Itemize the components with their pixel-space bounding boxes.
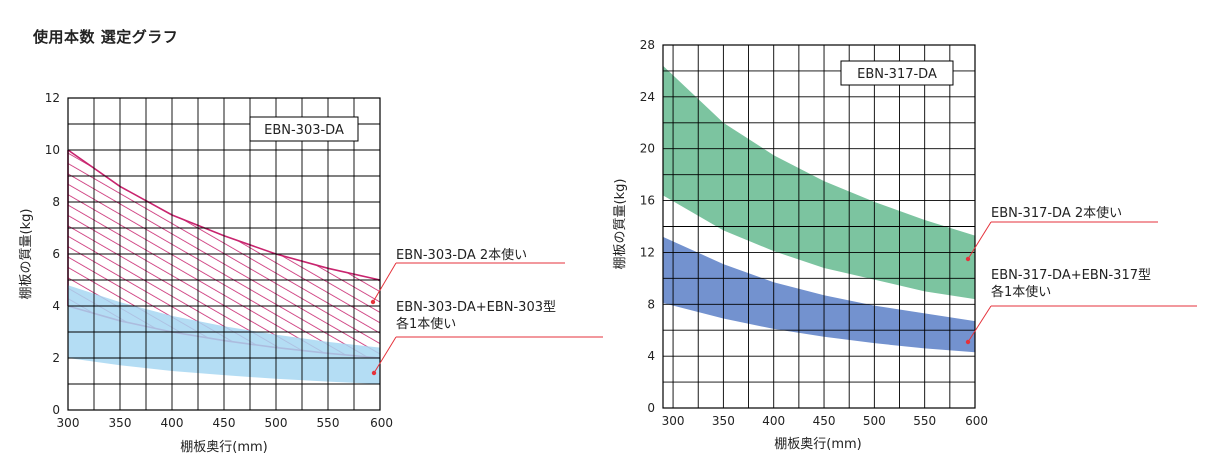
x-tick-label-400: 400	[161, 416, 184, 430]
x-tick-label-550: 550	[317, 416, 340, 430]
x-tick-label-500: 500	[265, 416, 288, 430]
x-tick-label-300: 300	[57, 416, 80, 430]
x-axis-title: 棚板奥行(mm)	[180, 440, 267, 455]
series-band-ebn-317-da-2	[663, 65, 975, 300]
y-tick-label-4: 4	[52, 299, 60, 313]
model-label: EBN-317-DA	[857, 67, 937, 82]
x-tick-label-400: 400	[762, 414, 785, 428]
plot-frame	[67, 97, 381, 411]
y-tick-label-10: 10	[45, 143, 60, 157]
callout-text: EBN-317-DA 2本使い	[991, 205, 1122, 221]
model-label: EBN-303-DA	[264, 123, 344, 138]
x-tick-label-600: 600	[370, 416, 393, 430]
callout-text: 各1本使い	[396, 316, 456, 332]
x-tick-label-350: 350	[109, 416, 132, 430]
callout-dot	[965, 256, 971, 262]
callout-text: EBN-303-DA 2本使い	[396, 247, 527, 263]
y-tick-label-28: 28	[640, 38, 655, 52]
y-axis-title: 棚板の質量(kg)	[19, 209, 34, 300]
grid	[67, 97, 381, 411]
plot-frame	[662, 44, 976, 409]
y-tick-label-8: 8	[52, 195, 60, 209]
callout-text: 各1本使い	[991, 284, 1051, 300]
series-band-ebn-317-da-ebn-317-1	[663, 236, 975, 353]
callout-leader-diagonal	[967, 305, 992, 343]
x-tick-label-450: 450	[813, 414, 836, 428]
x-tick-label-600: 600	[965, 414, 988, 428]
callout-1: EBN-303-DA 2本使い	[370, 247, 565, 305]
y-tick-label-12: 12	[45, 91, 60, 105]
callout-text: EBN-317-DA+EBN-317型	[991, 268, 1151, 283]
y-tick-label-0: 0	[52, 403, 60, 417]
y-axis-title: 棚板の質量(kg)	[613, 179, 628, 270]
x-tick-label-500: 500	[863, 414, 886, 428]
callout-leader-diagonal	[373, 336, 397, 374]
grid	[663, 44, 976, 409]
x-tick-label-300: 300	[662, 414, 685, 428]
page-title: 使用本数 選定グラフ	[33, 28, 179, 46]
x-tick-label-350: 350	[712, 414, 735, 428]
y-tick-label-2: 2	[52, 351, 60, 365]
y-tick-label-20: 20	[640, 142, 655, 156]
callout-dot	[371, 370, 377, 376]
model-label-box	[840, 60, 954, 86]
y-tick-label-24: 24	[640, 90, 655, 104]
model-label-box	[249, 116, 359, 142]
callout-dot	[370, 299, 376, 305]
x-tick-label-550: 550	[913, 414, 936, 428]
y-tick-label-12: 12	[640, 245, 655, 259]
y-tick-label-16: 16	[640, 194, 655, 208]
x-tick-label-450: 450	[213, 416, 236, 430]
callout-text: EBN-303-DA+EBN-303型	[396, 300, 556, 315]
x-axis-title: 棚板奥行(mm)	[774, 437, 861, 452]
chart-ebn-303-da: 0 2 4 6 8 10 12 300 350 400 450 500 550 600 棚板奥行(mm) 棚板…	[19, 91, 603, 455]
y-tick-label-4: 4	[647, 349, 655, 363]
callout-dot	[965, 339, 971, 345]
chart-ebn-317-da: 0 4 8 12 16 20 24 28 300 350 400 450 500 550 600 棚板奥行(m…	[613, 38, 1197, 452]
y-tick-label-0: 0	[647, 401, 655, 415]
y-tick-label-6: 6	[52, 247, 60, 261]
callout-leader-diagonal	[967, 221, 992, 260]
callout-1: EBN-317-DA 2本使い	[965, 205, 1158, 262]
y-tick-label-8: 8	[647, 297, 655, 311]
callout-leader-diagonal	[372, 262, 397, 303]
